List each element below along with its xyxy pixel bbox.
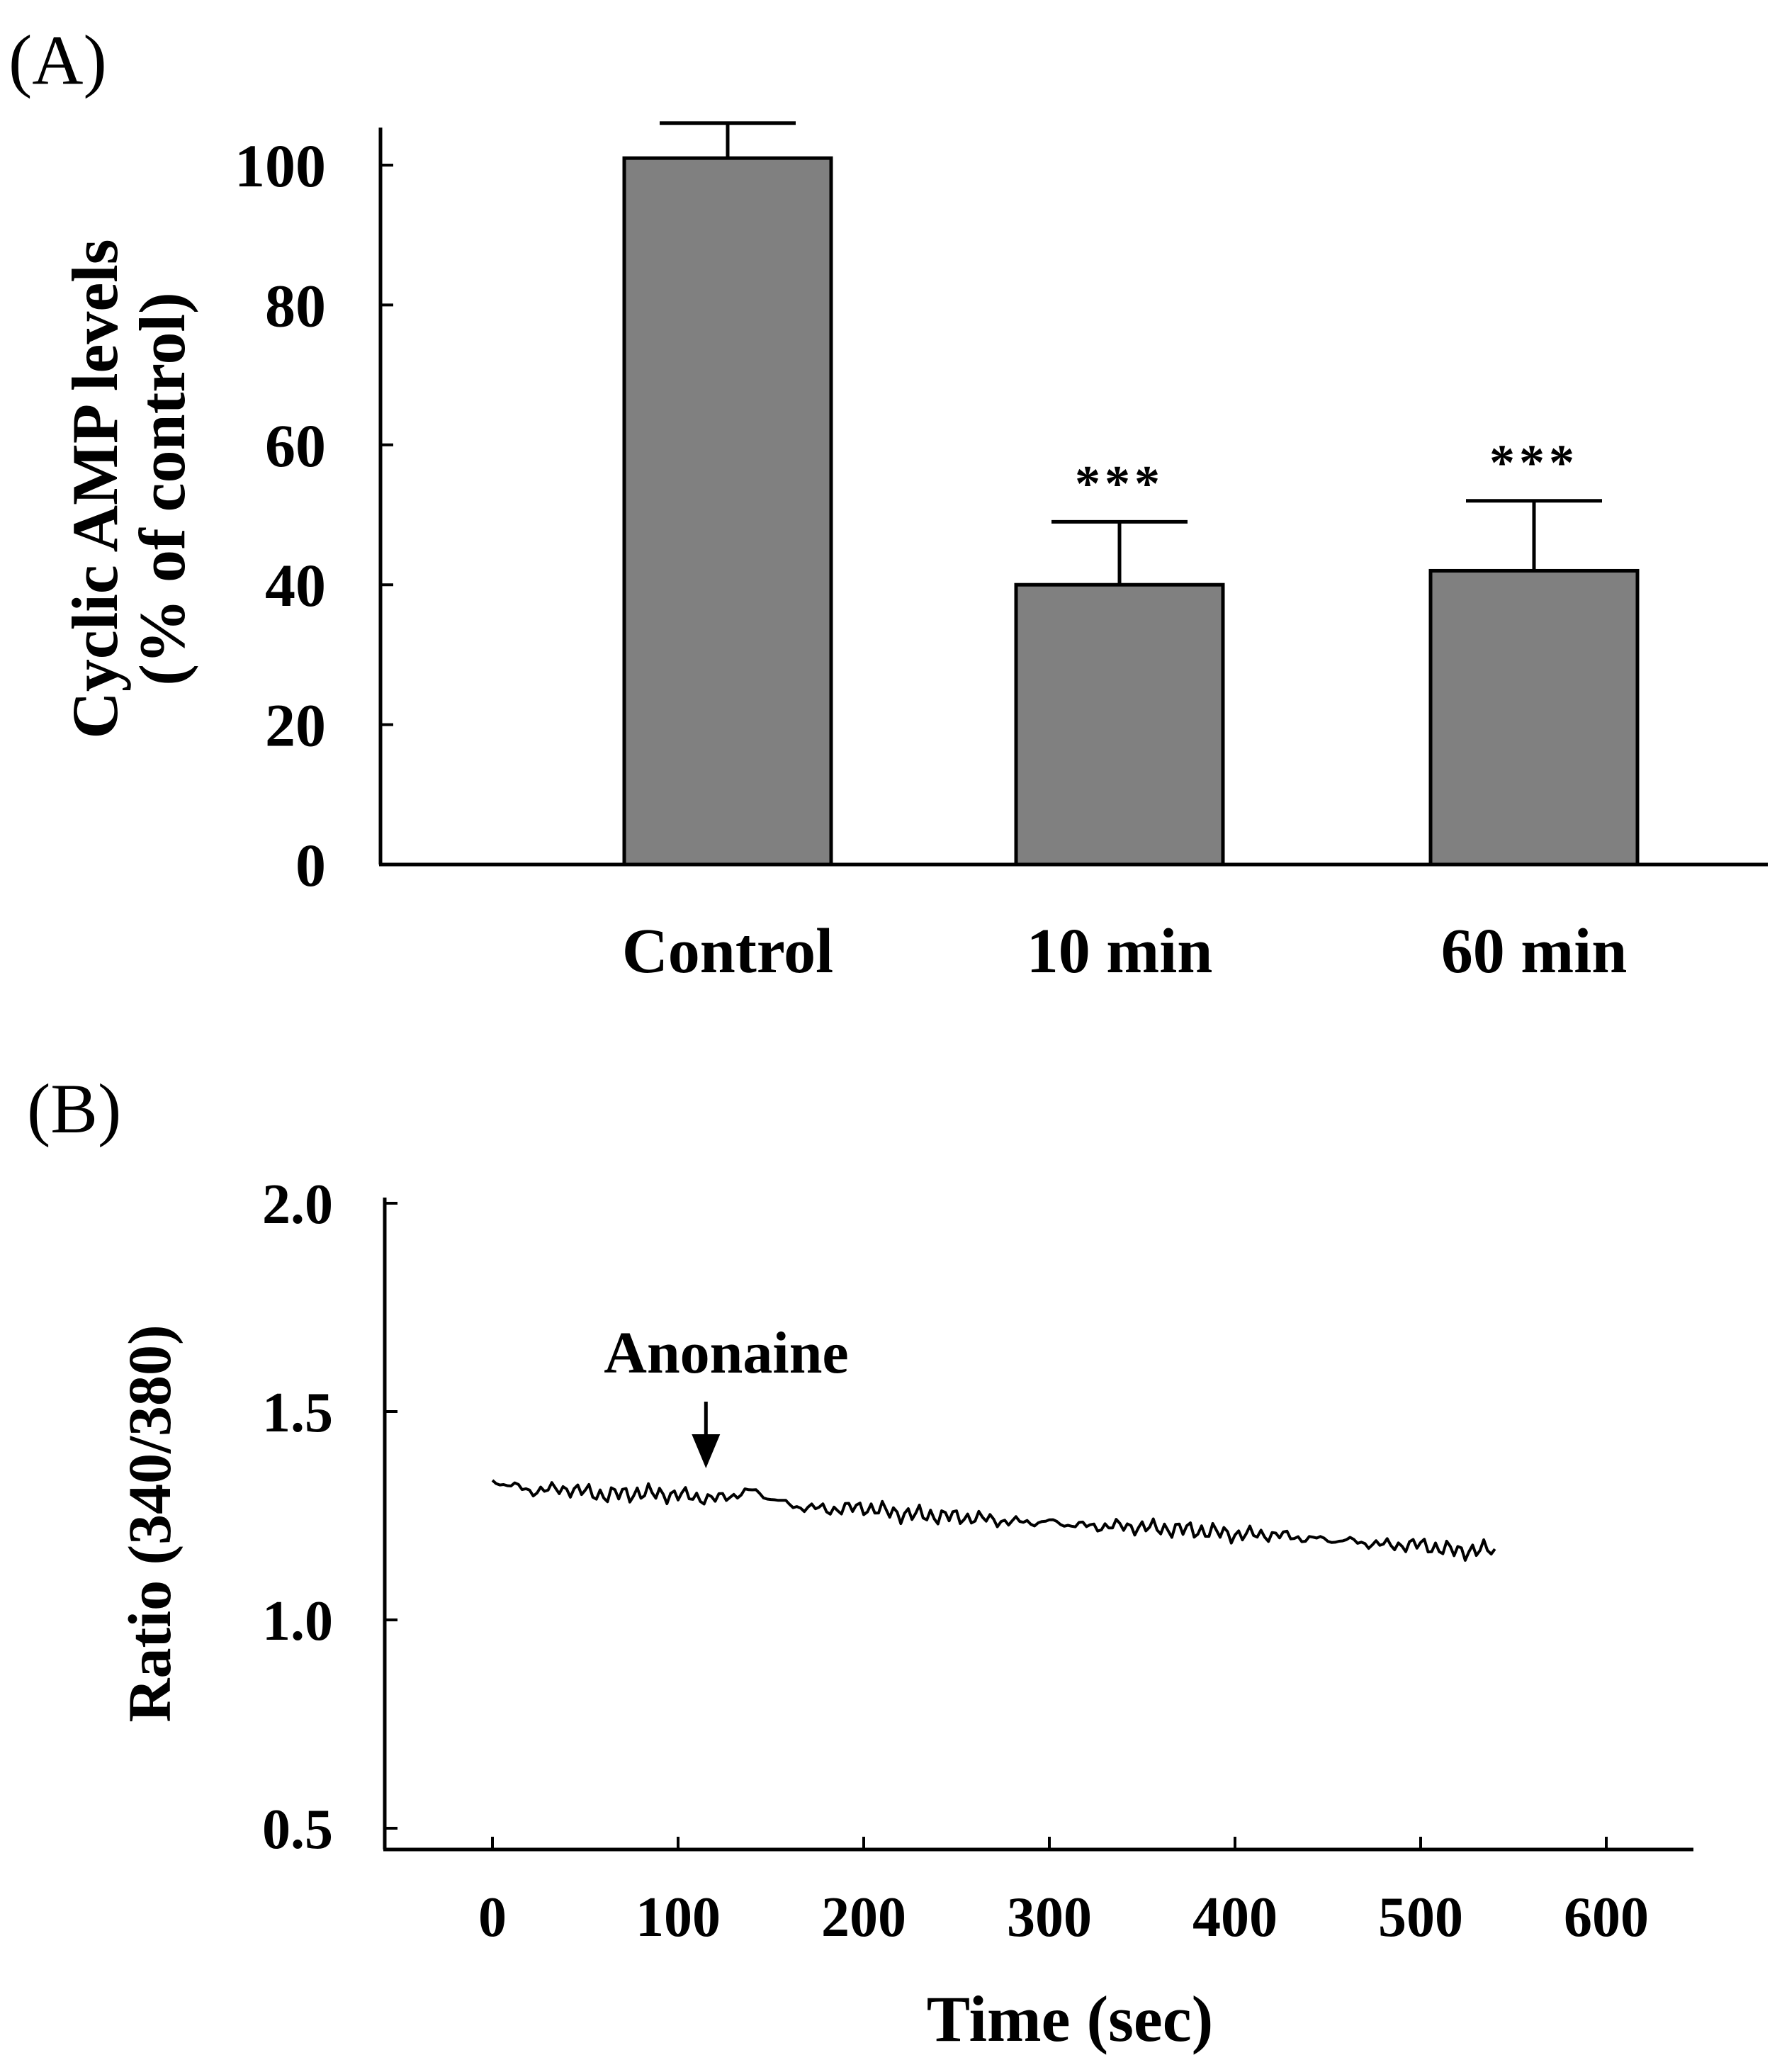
panel-b-annotation: Anonaine	[604, 1320, 849, 1468]
panel-a-ylabel-line2: (% of control)	[126, 292, 198, 685]
panel-a-significance: *** ***	[1075, 434, 1579, 512]
panel-b-y-tick-label: 0.5	[262, 1798, 333, 1861]
panel-a-y-tick-label: 80	[265, 271, 326, 339]
panel-b-y-axis-title: Ratio (340/380)	[115, 1324, 184, 1722]
panel-a-y-axis-title: Cyclic AMP levels (% of control)	[59, 239, 198, 738]
panel-b-y-ticks: 0.5 1.0 1.5 2.0	[262, 1173, 397, 1861]
panel-a-bar-chart: (A) 0 20 40 60 80 100 *** *** Control 10 min 60 …	[9, 21, 1768, 986]
panel-a-y-ticks: 0 20 40 60 80 100	[235, 132, 393, 899]
panel-b-x-tick-label: 100	[636, 1886, 721, 1949]
category-label-1: 10 min	[1027, 916, 1213, 986]
category-label-2: 60 min	[1441, 916, 1628, 986]
bar-2	[1428, 568, 1640, 867]
anonaine-label: Anonaine	[604, 1320, 848, 1386]
panel-a-bars	[622, 156, 1640, 867]
panel-a-category-labels: Control 10 min 60 min	[622, 916, 1627, 986]
category-label-0: Control	[622, 916, 833, 986]
down-arrow-icon	[692, 1434, 721, 1468]
panel-b-x-tick-label: 200	[821, 1886, 906, 1949]
panel-b-y-tick-label: 1.5	[262, 1382, 333, 1444]
panel-b-ratio-trace	[491, 1479, 1496, 1562]
panel-b-x-tick-label: 0	[478, 1886, 507, 1949]
panel-a-y-tick-label: 60	[265, 412, 326, 480]
panel-a-y-tick-label: 0	[295, 831, 326, 899]
panel-b-label: (B)	[27, 1069, 121, 1148]
panel-a-error-bars	[660, 121, 1602, 585]
panel-b-x-tick-label: 300	[1007, 1886, 1092, 1949]
panel-b-line-chart: (B) 0.5 1.0 1.5 2.0 0 100 200 300 400 500 600 Ano…	[27, 1069, 1693, 2055]
panel-b-x-tick-label: 500	[1378, 1886, 1463, 1949]
panel-b-x-ticks: 0 100 200 300 400 500 600	[478, 1837, 1649, 1949]
panel-a-y-tick-label: 40	[265, 551, 326, 619]
panel-b-x-tick-label: 600	[1564, 1886, 1649, 1949]
panel-a-y-tick-label: 20	[265, 692, 326, 760]
panel-b-y-tick-label: 1.0	[262, 1590, 333, 1652]
significance-marker-1: ***	[1075, 455, 1164, 512]
bar-1	[1014, 582, 1225, 867]
panel-a-y-tick-label: 100	[235, 132, 326, 200]
panel-a-label: (A)	[9, 21, 107, 99]
significance-marker-2: ***	[1489, 434, 1579, 491]
bar-0	[622, 156, 833, 867]
panel-b-x-tick-label: 400	[1192, 1886, 1278, 1949]
panel-b-x-axis-title: Time (sec)	[927, 1983, 1213, 2055]
panel-b-y-tick-label: 2.0	[262, 1173, 333, 1236]
panel-a-ylabel-line1: Cyclic AMP levels	[59, 239, 131, 738]
